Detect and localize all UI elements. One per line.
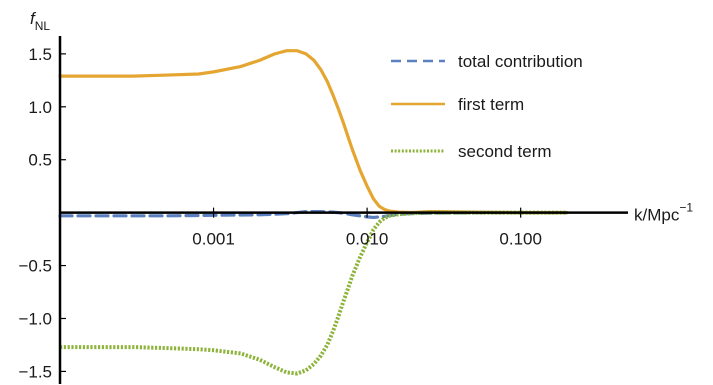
legend-label-2: first term bbox=[458, 95, 524, 114]
y-tick-label-5: −1.0 bbox=[18, 309, 52, 328]
legend-label-3: second term bbox=[458, 142, 552, 161]
y-tick-label-1: 1.5 bbox=[28, 45, 52, 64]
series-line-2 bbox=[58, 49, 569, 215]
legend: total contribution first term second term bbox=[391, 52, 583, 161]
x-tick-label-2: 0.010 bbox=[346, 230, 389, 249]
y-axis-label: fNL bbox=[30, 9, 50, 33]
y-tick-label-2: 1.0 bbox=[28, 98, 52, 117]
x-tick-label-1: 0.001 bbox=[192, 230, 235, 249]
x-axis-label: k/Mpc−1 bbox=[634, 201, 693, 225]
series-line-3 bbox=[60, 210, 567, 376]
y-tick-label-6: −1.5 bbox=[18, 362, 52, 381]
y-tick-label-3: 0.5 bbox=[28, 151, 52, 170]
axes: 0.001 0.010 0.100 1.5 1.0 0.5 −0.5 −1.0 −1.5 fNL k… bbox=[18, 9, 693, 384]
legend-label-1: total contribution bbox=[458, 52, 583, 71]
x-tick-label-3: 0.100 bbox=[499, 230, 542, 249]
y-tick-label-4: −0.5 bbox=[18, 257, 52, 276]
